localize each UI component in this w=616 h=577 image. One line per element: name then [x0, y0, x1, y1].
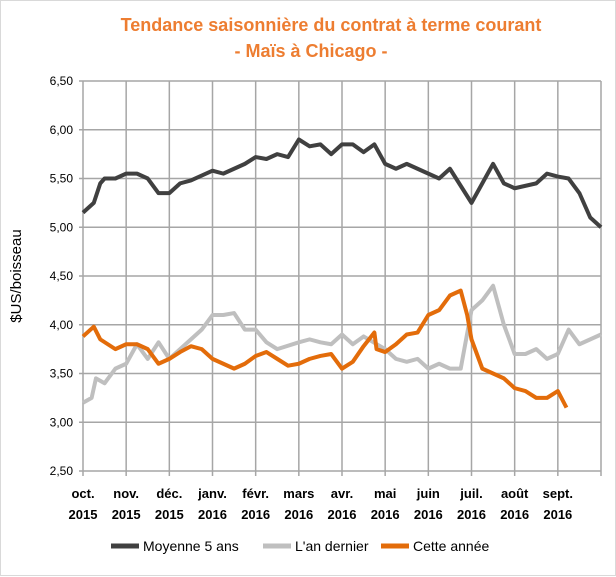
x-tick-label: juil.: [459, 486, 482, 501]
x-tick-label: 2016: [198, 507, 227, 522]
y-tick-label: 3,50: [50, 367, 74, 381]
y-tick-label: 2,50: [50, 464, 74, 478]
y-tick-label: 4,50: [50, 269, 74, 283]
x-tick-label: oct.: [71, 486, 94, 501]
x-tick-label: 2016: [457, 507, 486, 522]
y-tick-label: 3,00: [50, 415, 74, 429]
y-tick-label: 5,50: [50, 172, 74, 186]
legend-label: Cette année: [413, 538, 489, 554]
x-tick-label: mai: [374, 486, 396, 501]
x-tick-label: juin: [416, 486, 440, 501]
x-tick-label: 2016: [500, 507, 529, 522]
x-tick-label: nov.: [113, 486, 139, 501]
y-tick-label: 4,00: [50, 318, 74, 332]
chart-title-line2: - Maïs à Chicago -: [234, 41, 387, 61]
x-tick-label: 2016: [414, 507, 443, 522]
x-tick-label: 2016: [241, 507, 270, 522]
series-line-moyenne-5-ans: [81, 137, 603, 229]
x-tick-label: 2016: [328, 507, 357, 522]
legend-label: Moyenne 5 ans: [143, 538, 239, 554]
x-tick-label: 2015: [69, 507, 98, 522]
x-tick-label: 2016: [284, 507, 313, 522]
series-line-cette-ann-e: [81, 288, 569, 409]
x-tick-label: 2016: [543, 507, 572, 522]
y-tick-label: 5,00: [50, 220, 74, 234]
x-tick-label: sept.: [543, 486, 573, 501]
y-tick-label: 6,50: [50, 74, 74, 88]
chart-title-line1: Tendance saisonnière du contrat à terme …: [121, 15, 542, 35]
x-tick-label: 2015: [112, 507, 141, 522]
x-tick-label: déc.: [156, 486, 182, 501]
x-tick-label: 2015: [155, 507, 184, 522]
x-tick-label: avr.: [331, 486, 353, 501]
x-tick-label: 2016: [371, 507, 400, 522]
series-line-l-an-dernier: [82, 283, 602, 405]
legend-label: L'an dernier: [295, 538, 369, 554]
x-tick-label: févr.: [242, 486, 269, 501]
x-tick-label: août: [501, 486, 529, 501]
y-axis-label: $US/boisseau: [8, 229, 25, 322]
y-tick-label: 6,00: [50, 123, 74, 137]
x-tick-label: mars: [283, 486, 314, 501]
x-tick-label: janv.: [197, 486, 227, 501]
